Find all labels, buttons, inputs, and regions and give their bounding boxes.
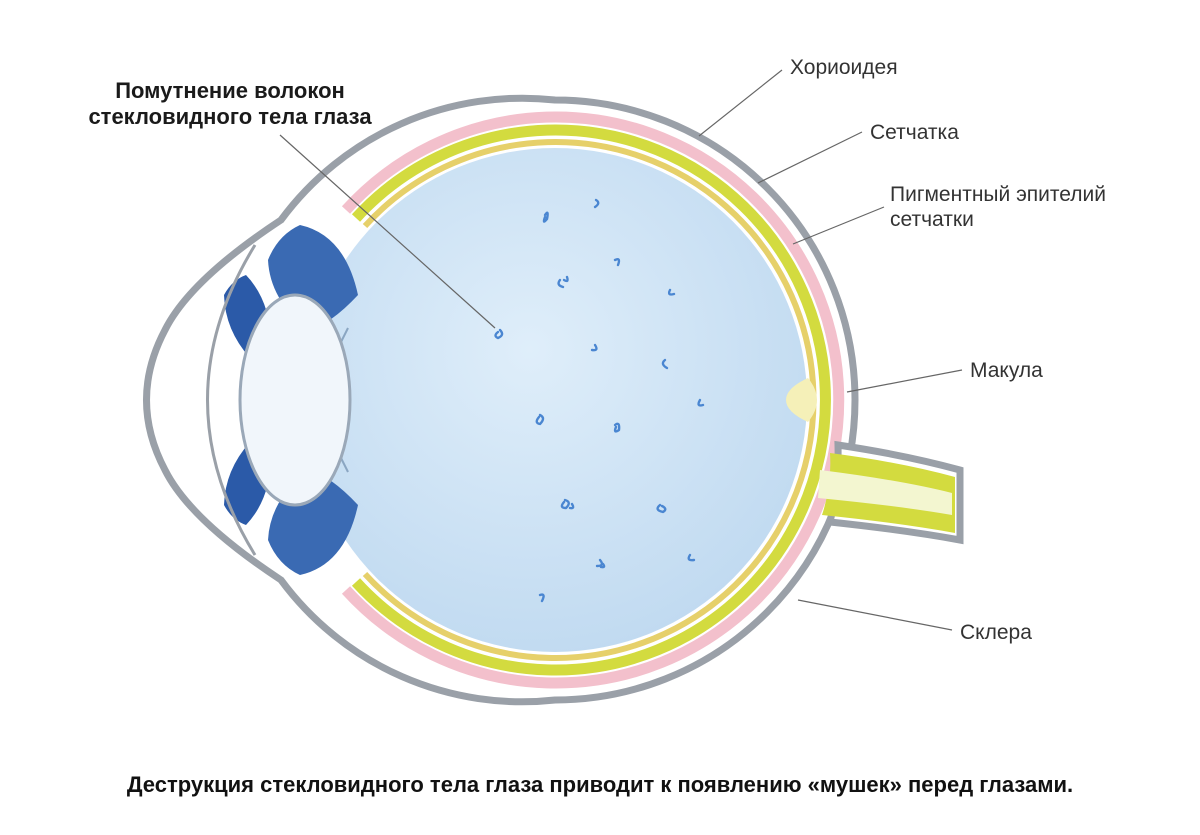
diagram-canvas: Помутнение волокон стекловидного тела гл… <box>0 0 1200 830</box>
label-retina: Сетчатка <box>870 120 959 145</box>
label-choroid: Хориоидея <box>790 55 898 80</box>
label-macula: Макула <box>970 358 1043 383</box>
label-rpe: Пигментный эпителий сетчатки <box>890 182 1106 232</box>
label-rpe-line1: Пигментный эпителий <box>890 182 1106 207</box>
label-floaters-line2: стекловидного тела глаза <box>70 104 390 130</box>
label-floaters-line1: Помутнение волокон <box>70 78 390 104</box>
label-floaters-title: Помутнение волокон стекловидного тела гл… <box>70 78 390 131</box>
label-sclera: Склера <box>960 620 1032 645</box>
label-rpe-line2: сетчатки <box>890 207 1106 232</box>
optic-nerve <box>818 445 960 540</box>
caption-text: Деструкция стекловидного тела глаза прив… <box>0 772 1200 798</box>
